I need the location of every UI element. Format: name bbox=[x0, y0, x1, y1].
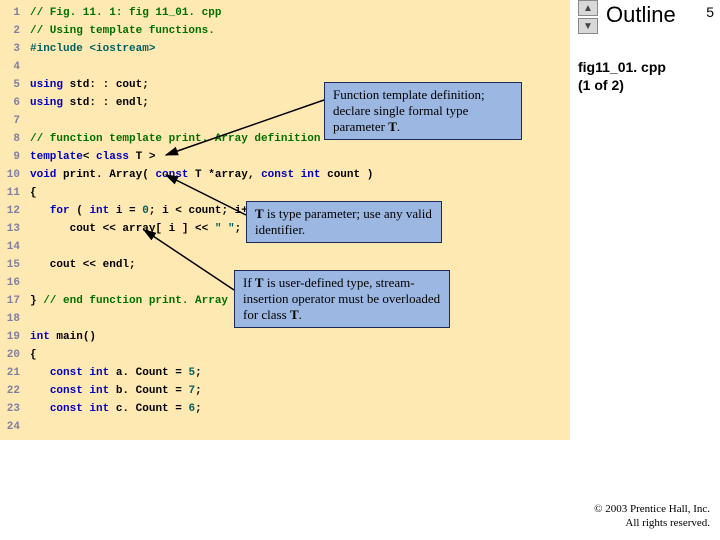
line-number: 19 bbox=[0, 328, 24, 346]
callout-user-defined-type: If T is user-defined type, stream-insert… bbox=[234, 270, 450, 328]
file-info: fig11_01. cpp (1 of 2) bbox=[578, 58, 698, 94]
line-number: 21 bbox=[0, 364, 24, 382]
line-number: 17 bbox=[0, 292, 24, 310]
code-area: // Fig. 11. 1: fig 11_01. cpp // Using t… bbox=[24, 0, 570, 440]
code-line: void print. Array( const T *array, const… bbox=[24, 166, 570, 184]
line-number: 12 bbox=[0, 202, 24, 220]
file-name: fig11_01. cpp bbox=[578, 58, 698, 76]
code-line: #include <iostream> bbox=[24, 40, 570, 58]
code-line: int main() bbox=[24, 328, 570, 346]
line-number: 7 bbox=[0, 112, 24, 130]
line-number: 16 bbox=[0, 274, 24, 292]
outline-title: Outline bbox=[606, 2, 698, 28]
line-number: 9 bbox=[0, 148, 24, 166]
line-number: 1 bbox=[0, 4, 24, 22]
nav-buttons: ▲ ▼ bbox=[578, 0, 598, 34]
code-line: // Using template functions. bbox=[24, 22, 570, 40]
file-page: (1 of 2) bbox=[578, 76, 698, 94]
line-number: 10 bbox=[0, 166, 24, 184]
code-line: const int b. Count = 7; bbox=[24, 382, 570, 400]
code-panel: 123456789101112131415161718192021222324 … bbox=[0, 0, 570, 440]
line-number: 13 bbox=[0, 220, 24, 238]
line-number: 14 bbox=[0, 238, 24, 256]
callout-type-parameter: T is type parameter; use any valid ident… bbox=[246, 201, 442, 243]
copyright: © 2003 Prentice Hall, Inc. All rights re… bbox=[594, 502, 710, 530]
line-number: 22 bbox=[0, 382, 24, 400]
line-number: 15 bbox=[0, 256, 24, 274]
code-line: { bbox=[24, 346, 570, 364]
line-number: 8 bbox=[0, 130, 24, 148]
page-number: 5 bbox=[706, 4, 714, 20]
line-number: 5 bbox=[0, 76, 24, 94]
callout-template-definition: Function template definition; declare si… bbox=[324, 82, 522, 140]
nav-down-button[interactable]: ▼ bbox=[578, 18, 598, 34]
code-line: const int c. Count = 6; bbox=[24, 400, 570, 418]
line-number: 3 bbox=[0, 40, 24, 58]
copyright-line: All rights reserved. bbox=[594, 516, 710, 530]
code-line: { bbox=[24, 184, 570, 202]
copyright-line: © 2003 Prentice Hall, Inc. bbox=[594, 502, 710, 516]
line-number: 23 bbox=[0, 400, 24, 418]
line-number-gutter: 123456789101112131415161718192021222324 bbox=[0, 0, 24, 440]
line-number: 20 bbox=[0, 346, 24, 364]
code-line bbox=[24, 58, 570, 76]
line-number: 4 bbox=[0, 58, 24, 76]
line-number: 2 bbox=[0, 22, 24, 40]
sidebar: ▲ ▼ Outline fig11_01. cpp (1 of 2) bbox=[578, 0, 698, 94]
code-line: const int a. Count = 5; bbox=[24, 364, 570, 382]
nav-up-button[interactable]: ▲ bbox=[578, 0, 598, 16]
line-number: 24 bbox=[0, 418, 24, 436]
line-number: 11 bbox=[0, 184, 24, 202]
line-number: 18 bbox=[0, 310, 24, 328]
line-number: 6 bbox=[0, 94, 24, 112]
code-line bbox=[24, 418, 570, 436]
code-line: // Fig. 11. 1: fig 11_01. cpp bbox=[24, 4, 570, 22]
code-line: template< class T > bbox=[24, 148, 570, 166]
